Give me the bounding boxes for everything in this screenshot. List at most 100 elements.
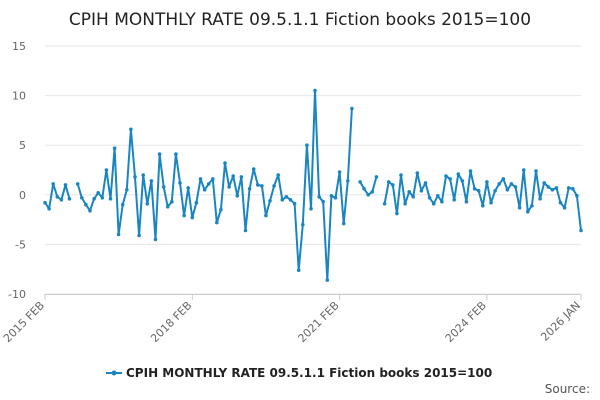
data-point	[133, 175, 137, 179]
legend-label: CPIH MONTHLY RATE 09.5.1.1 Fiction books…	[126, 366, 492, 380]
series-line-segment	[76, 89, 353, 282]
data-point	[575, 194, 579, 198]
data-point	[427, 196, 432, 200]
data-point	[423, 181, 428, 185]
y-tick-label: 15	[12, 40, 26, 53]
data-point	[276, 173, 281, 177]
data-point	[436, 194, 440, 198]
data-point	[566, 186, 571, 190]
data-point	[301, 222, 305, 227]
data-point	[444, 174, 448, 178]
data-point	[358, 180, 362, 184]
data-point	[391, 183, 395, 187]
data-point	[501, 177, 506, 181]
data-point	[550, 188, 555, 192]
data-point	[165, 204, 170, 209]
data-point	[415, 171, 420, 175]
data-point	[321, 199, 326, 204]
data-point	[341, 221, 346, 226]
data-point	[317, 195, 321, 199]
data-point	[227, 185, 231, 189]
data-point	[280, 198, 285, 202]
data-point	[386, 180, 391, 184]
x-tick-label: 2021 FEB	[296, 299, 342, 345]
data-point	[382, 201, 387, 206]
data-point	[403, 201, 407, 206]
data-point	[174, 152, 178, 156]
data-point	[215, 220, 219, 225]
data-point	[407, 190, 412, 194]
data-point	[493, 189, 497, 193]
data-point	[362, 187, 366, 191]
data-point	[100, 196, 105, 200]
data-point	[558, 200, 563, 205]
data-point	[125, 188, 129, 192]
data-point	[489, 200, 493, 205]
data-point	[120, 202, 125, 207]
data-point	[305, 143, 309, 147]
data-point	[202, 188, 207, 192]
data-point	[399, 173, 403, 177]
data-point	[571, 187, 575, 191]
data-point	[517, 205, 522, 210]
data-point	[182, 213, 186, 218]
data-point	[153, 237, 158, 242]
data-point	[538, 197, 542, 201]
data-point	[112, 146, 117, 150]
x-tick-label: 2026 JAN	[538, 299, 583, 344]
data-point	[292, 201, 297, 206]
data-point	[108, 197, 113, 201]
data-point	[129, 127, 133, 132]
chart-title: CPIH MONTHLY RATE 09.5.1.1 Fiction books…	[69, 10, 531, 30]
data-point	[149, 179, 154, 183]
data-point	[521, 168, 526, 172]
y-tick-label: 5	[19, 139, 26, 152]
data-point	[288, 198, 293, 202]
data-point	[84, 202, 88, 207]
data-point	[370, 190, 375, 194]
data-point	[419, 189, 424, 193]
data-point	[337, 170, 342, 174]
legend-dot-marker	[111, 370, 117, 376]
data-point	[476, 189, 481, 193]
data-point	[534, 169, 538, 173]
data-point	[284, 195, 289, 199]
data-point	[231, 174, 235, 178]
data-point	[247, 187, 252, 191]
data-point	[268, 199, 272, 203]
data-point	[255, 183, 260, 187]
data-point	[80, 196, 84, 200]
data-point	[440, 199, 444, 204]
data-point	[468, 169, 473, 173]
data-point	[55, 195, 60, 199]
data-point	[47, 206, 51, 211]
x-tick-label: 2018 FEB	[148, 299, 194, 345]
legend[interactable]: CPIH MONTHLY RATE 09.5.1.1 Fiction books…	[106, 366, 492, 380]
data-point	[43, 200, 47, 205]
data-point	[505, 188, 510, 192]
data-point	[374, 175, 379, 179]
data-point	[198, 177, 203, 181]
data-point	[67, 197, 72, 201]
data-point	[161, 185, 166, 189]
data-point	[170, 199, 174, 204]
data-point	[456, 172, 461, 176]
data-point	[63, 183, 68, 187]
data-point	[509, 182, 514, 186]
data-point	[452, 198, 457, 202]
data-point	[350, 106, 354, 111]
data-point	[96, 191, 100, 195]
data-point	[186, 186, 190, 190]
data-point	[190, 215, 195, 220]
data-point	[157, 152, 162, 156]
data-point	[481, 203, 485, 208]
data-point	[59, 198, 64, 202]
data-point	[223, 161, 227, 165]
data-point	[460, 179, 465, 183]
y-tick-label: 10	[12, 90, 26, 103]
data-point	[116, 232, 121, 237]
data-point	[211, 177, 215, 181]
data-point	[325, 278, 330, 282]
data-point	[472, 187, 477, 191]
